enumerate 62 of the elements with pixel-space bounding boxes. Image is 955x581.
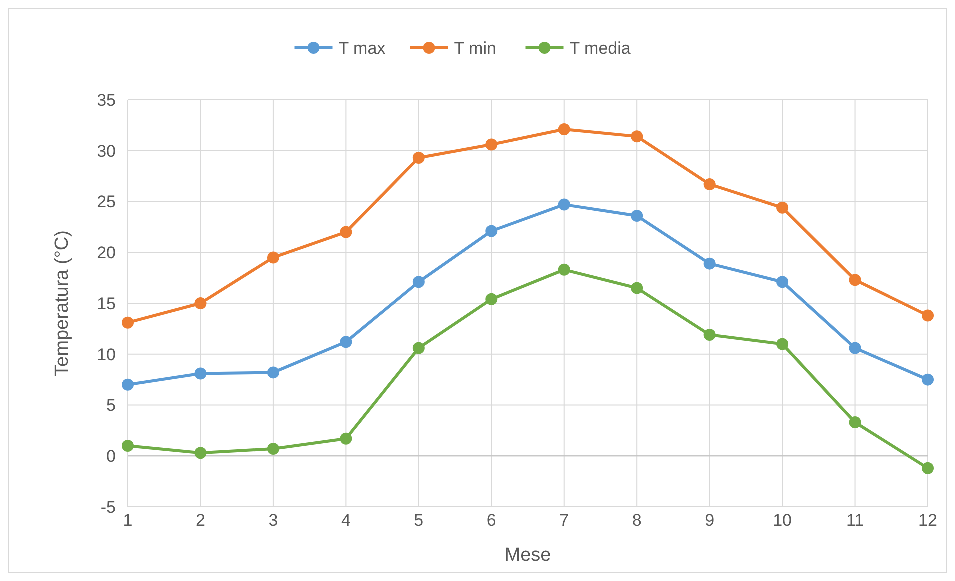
point <box>194 447 207 460</box>
point <box>340 226 352 238</box>
x-tick-label: 2 <box>196 511 206 530</box>
point <box>486 138 498 151</box>
point <box>704 258 716 270</box>
point <box>486 225 498 238</box>
y-tick-label: 10 <box>97 345 116 364</box>
point <box>340 432 352 445</box>
point <box>412 152 425 164</box>
x-tick-label: 11 <box>846 511 864 530</box>
point <box>486 293 498 306</box>
x-tick-label: 6 <box>486 511 496 530</box>
point <box>267 252 280 264</box>
x-tick-label: 8 <box>632 511 642 530</box>
y-tick-label: 30 <box>97 142 116 161</box>
point <box>194 368 207 380</box>
point <box>558 264 570 276</box>
x-tick-label: 5 <box>414 511 424 530</box>
point <box>776 202 789 214</box>
point <box>558 198 570 211</box>
point <box>922 374 934 386</box>
x-tick-label: 3 <box>268 511 278 530</box>
x-tick-label: 9 <box>705 511 715 530</box>
y-tick-label: 25 <box>97 192 116 212</box>
point <box>412 276 425 288</box>
y-tick-label: 0 <box>106 447 116 466</box>
y-tick-label: 15 <box>97 294 116 314</box>
point <box>122 440 134 452</box>
point <box>122 316 134 329</box>
point <box>631 282 644 294</box>
legend-label: T media <box>570 38 632 58</box>
point <box>849 416 862 429</box>
x-tick-label: 4 <box>341 511 351 530</box>
point <box>122 378 134 391</box>
point <box>704 178 716 190</box>
x-axis-title: Mese <box>504 545 552 566</box>
point <box>922 310 934 322</box>
y-axis-title: Temperatura (°C) <box>52 230 73 376</box>
point <box>704 329 716 342</box>
point <box>631 210 644 222</box>
point <box>267 443 280 456</box>
legend-label: T max <box>338 38 386 58</box>
x-tick-label: 12 <box>918 511 938 530</box>
point <box>194 298 207 310</box>
y-tick-label: 20 <box>97 244 116 263</box>
point <box>631 130 644 143</box>
point <box>412 342 425 354</box>
point <box>776 338 789 350</box>
legend-label: T min <box>454 38 496 58</box>
y-tick-label: 35 <box>97 90 116 110</box>
point <box>922 462 934 474</box>
point <box>849 274 862 286</box>
y-tick-label: 5 <box>106 396 116 416</box>
point <box>776 276 789 288</box>
point <box>558 124 570 136</box>
x-tick-label: 7 <box>560 511 570 530</box>
x-tick-label: 10 <box>773 511 792 530</box>
x-tick-label: 1 <box>123 511 133 530</box>
point <box>340 336 352 348</box>
point <box>267 366 280 379</box>
y-tick-label: -5 <box>100 498 116 517</box>
point <box>849 342 862 354</box>
